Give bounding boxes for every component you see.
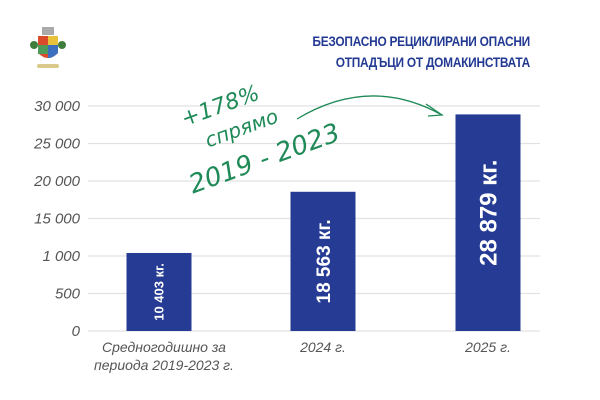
x-category-label: периода 2019-2023 г. <box>94 357 234 373</box>
bar-data-label: 18 563 кг. <box>314 219 335 303</box>
y-tick-label: 25 000 <box>33 136 81 153</box>
chart-title-line-1: БЕЗОПАСНО РЕЦИКЛИРАНИ ОПАСНИ <box>312 33 530 49</box>
x-category-label: Средногодишно за <box>102 339 226 355</box>
arrow-head-icon <box>425 103 444 117</box>
y-tick-label: 20 000 <box>33 173 81 190</box>
arrow-curve <box>296 95 443 120</box>
y-tick-label: 15 000 <box>34 211 81 228</box>
y-tick-label: 0 <box>72 323 81 340</box>
bar <box>290 191 356 331</box>
x-category-label: 2025 г. <box>464 339 511 355</box>
bar-data-label: 28 879 кг. <box>476 160 503 266</box>
coat-of-arms-logo <box>30 27 66 68</box>
y-tick-label: 500 <box>55 286 81 303</box>
chart-title: БЕЗОПАСНО РЕЦИКЛИРАНИ ОПАСНИ ОТПАДЪЦИ ОТ… <box>312 31 530 73</box>
y-tick-label: 30 000 <box>34 98 81 115</box>
x-category-label: 2024 г. <box>299 339 346 355</box>
bar <box>126 252 192 331</box>
bar <box>455 114 521 331</box>
y-tick-label: 1 000 <box>42 248 80 265</box>
chart-title-line-2: ОТПАДЪЦИ ОТ ДОМАКИНСТВАТА <box>335 54 531 70</box>
bar-data-label: 10 403 кг. <box>152 263 167 321</box>
